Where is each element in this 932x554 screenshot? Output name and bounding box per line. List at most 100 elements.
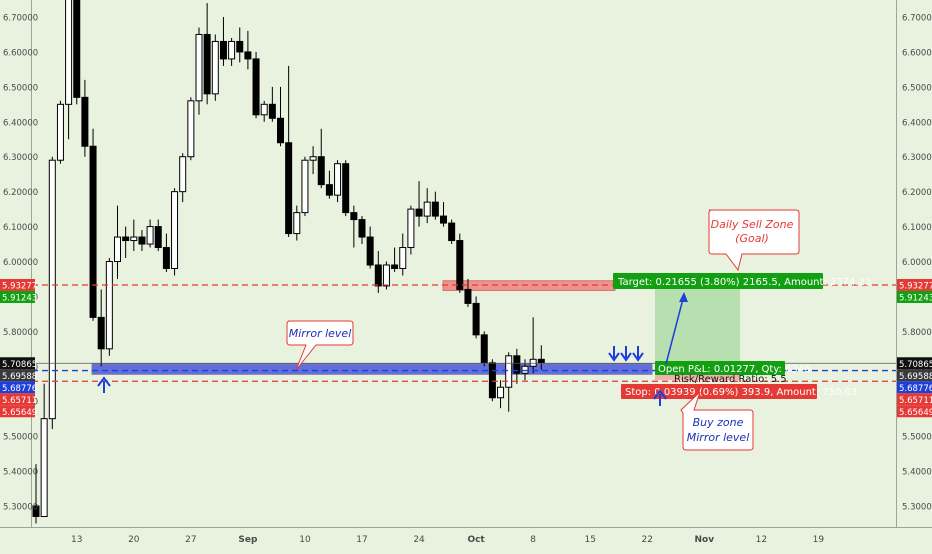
target-arrow-head (679, 292, 688, 302)
candle-body-up (114, 236, 121, 263)
candle (325, 170, 333, 199)
candle (114, 205, 121, 279)
daily-sell-zone-text-2: (Goal) (735, 232, 769, 245)
y-tick-label-right: 5.80000 (902, 328, 932, 338)
y-tick-label-left: 6.50000 (3, 83, 38, 93)
arrow-down-icon (608, 346, 620, 362)
candle-body-down (285, 142, 293, 235)
candle (219, 17, 227, 66)
y-tick-label-right: 5.40000 (902, 468, 932, 478)
candle-body-up (260, 103, 268, 116)
x-tick-label: 12 (756, 535, 767, 545)
price-label-right: 5.68776 (897, 381, 932, 394)
price-label-box (897, 369, 932, 382)
candle-body-down (488, 362, 496, 399)
candle-body-down (448, 222, 456, 242)
mirror-level-zone[interactable] (91, 363, 653, 375)
candle-body-up (293, 212, 301, 235)
candle (423, 188, 431, 224)
candle (65, 0, 73, 140)
candle-body-up (399, 247, 407, 269)
y-tick-label-right: 6.20000 (902, 188, 932, 198)
candle-body-up (105, 261, 113, 350)
price-label-text: 5.68776 (2, 384, 37, 394)
x-tick-label: 19 (813, 535, 825, 545)
candle-body-down (277, 117, 284, 144)
candle (81, 79, 89, 157)
price-label-right: 5.91243 (897, 290, 932, 303)
price-label-left: 5.65649 (0, 405, 37, 418)
price-label-box (0, 405, 35, 418)
candle (260, 100, 268, 122)
price-label-box (897, 405, 932, 418)
x-tick-label: 17 (356, 535, 367, 545)
price-label-left: 5.65711 (0, 393, 37, 406)
candle (122, 226, 130, 259)
price-label-right: 5.70865 (897, 357, 932, 370)
price-label-box (897, 381, 932, 394)
x-tick-label: 27 (185, 535, 196, 545)
buy-zone-text-2: Mirror level (687, 431, 750, 444)
candle-body-down (97, 316, 105, 350)
price-label-box (0, 290, 35, 303)
candle (317, 128, 325, 189)
y-tick-label-left: 6.40000 (3, 118, 38, 128)
candle (521, 359, 529, 381)
candle (171, 188, 179, 276)
price-label-text: 5.69588 (899, 372, 932, 382)
daily-sell-zone-text-1: Daily Sell Zone (711, 218, 794, 231)
price-label-text: 5.91243 (899, 293, 932, 303)
price-label-text: 5.68776 (899, 384, 932, 394)
candle (472, 296, 480, 339)
y-tick-label-right: 6.60000 (902, 48, 932, 58)
price-label-right: 5.65711 (897, 393, 932, 406)
candle-body-up (130, 236, 138, 242)
candle-body-down (366, 236, 374, 266)
candle-body-down (374, 264, 382, 287)
candle (309, 146, 317, 175)
candle-body-up (529, 358, 537, 367)
candle-body-down (81, 96, 89, 147)
price-label-text: 5.91243 (2, 293, 37, 303)
price-label-right: 5.93277 (897, 278, 932, 291)
y-tick-label-left: 6.30000 (3, 153, 38, 163)
daily-sell-zone-callout (708, 209, 800, 272)
candle (252, 51, 260, 119)
target-label: Target: 0.21655 (3.80%) 2165.5, Amount: … (617, 277, 871, 288)
candle (268, 86, 276, 122)
candle-body-down (154, 226, 162, 249)
candle (211, 34, 219, 101)
x-tick-label: 8 (530, 535, 536, 545)
price-label-box (897, 290, 932, 303)
candle (48, 156, 56, 430)
mirror-level-callout (286, 320, 354, 371)
buy-zone-callout (680, 391, 754, 451)
candle-body-down (456, 240, 464, 290)
candle (448, 219, 456, 245)
price-label-box (0, 369, 35, 382)
candle-body-down (342, 163, 350, 214)
price-label-text: 5.65649 (2, 408, 37, 418)
candle (73, 0, 81, 105)
price-label-text: 5.65711 (899, 396, 932, 406)
candle-body-down (244, 51, 252, 60)
candle-body-down (203, 33, 211, 95)
price-label-text: 5.65649 (899, 408, 932, 418)
candle (440, 202, 447, 227)
candle-body-up (521, 365, 529, 374)
candle-body-down (89, 145, 97, 318)
y-tick-label-left: 6.10000 (3, 223, 38, 233)
candle-body-down (73, 0, 81, 98)
candle-body-down (32, 505, 40, 517)
candle-body-up (179, 156, 187, 193)
y-tick-label-right: 6.40000 (902, 118, 932, 128)
price-label-box (897, 393, 932, 406)
candle-body-up (497, 386, 505, 399)
candle-body-up (334, 163, 342, 196)
candle-body-down (122, 236, 130, 242)
candle (334, 160, 342, 203)
open-pl-label: Open P&L: 0.01277, Qty: 6346 (658, 364, 811, 375)
price-label-box (0, 357, 35, 370)
